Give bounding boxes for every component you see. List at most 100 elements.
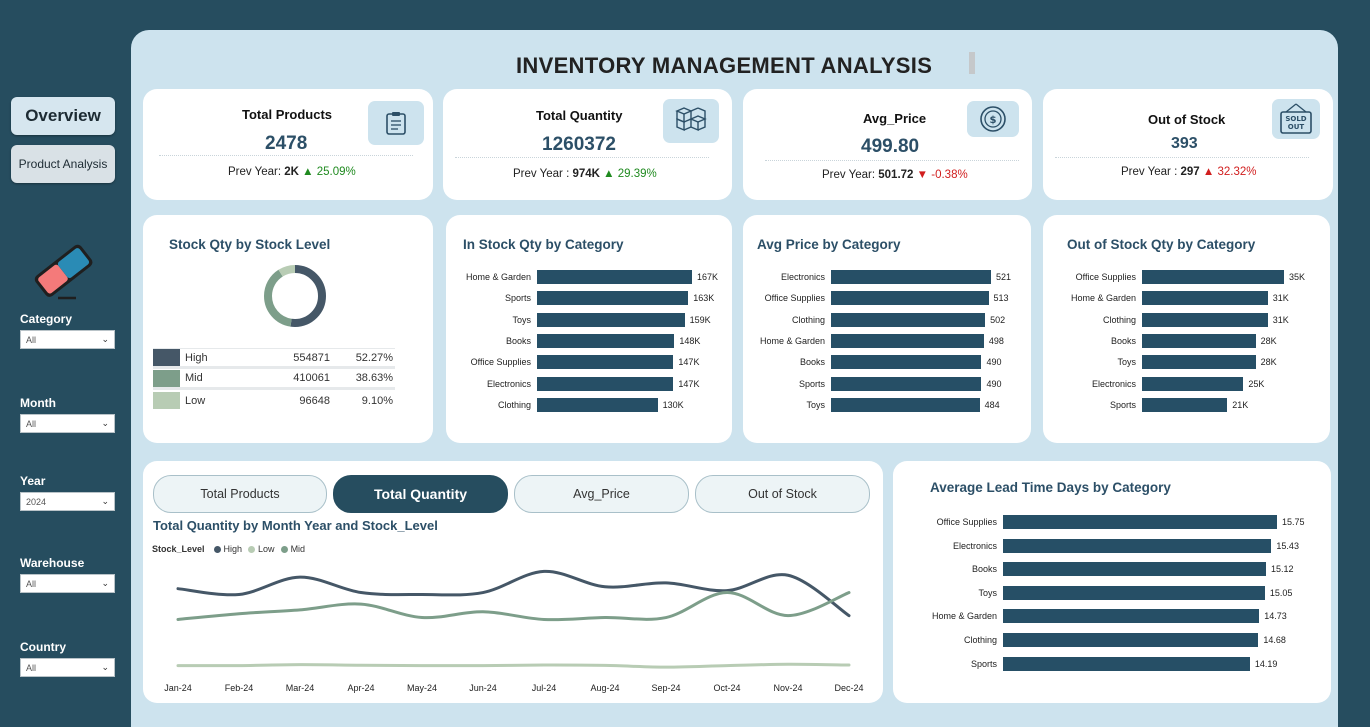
kpi-title: Total Products <box>242 107 333 122</box>
bar[interactable] <box>1003 585 1265 600</box>
tab-total-quantity[interactable]: Total Quantity <box>333 475 508 513</box>
bar-row[interactable]: Electronics 521 <box>743 270 1031 284</box>
kpi-card-out-of-stock[interactable]: Out of Stock 393 Prev Year : 297 ▲ 32.32… <box>1043 89 1333 200</box>
bar[interactable] <box>537 355 674 370</box>
bar-row[interactable]: Electronics 147K <box>446 376 732 391</box>
bar[interactable] <box>1003 656 1250 671</box>
bar[interactable] <box>537 333 675 348</box>
x-tick-label: Apr-24 <box>347 683 375 693</box>
series-line-low[interactable] <box>176 662 851 669</box>
country-dropdown[interactable]: All ⌄ <box>20 658 115 677</box>
bar[interactable] <box>537 270 692 284</box>
mid-swatch <box>153 369 180 387</box>
bar[interactable] <box>831 397 980 412</box>
bar-row[interactable]: Clothing 130K <box>446 397 732 412</box>
bar-row[interactable]: Sports 490 <box>743 376 1031 391</box>
bar-row[interactable]: Clothing 31K <box>1043 312 1330 327</box>
overview-button[interactable]: Overview <box>11 97 115 135</box>
bar-row[interactable]: Books 28K <box>1043 333 1330 348</box>
bar-row[interactable]: Home & Garden 14.73 <box>893 609 1331 624</box>
bar-value-label: 14.19 <box>1254 658 1278 669</box>
bar[interactable] <box>831 270 991 284</box>
bar[interactable] <box>831 312 986 327</box>
month-dropdown[interactable]: All ⌄ <box>20 414 115 433</box>
bar[interactable] <box>1142 270 1284 284</box>
kpi-prev-year: Prev Year : 974K ▲ 29.39% <box>513 168 657 180</box>
bar[interactable] <box>1003 538 1272 553</box>
bar-row[interactable]: Toys 484 <box>743 397 1031 412</box>
bar-row[interactable]: Office Supplies 15.75 <box>893 515 1331 529</box>
bar-row[interactable]: Home & Garden 31K <box>1043 291 1330 306</box>
kpi-card-total-quantity[interactable]: Total Quantity 1260372 Prev Year : 974K … <box>443 89 732 200</box>
bar[interactable] <box>1142 397 1228 412</box>
bar-row[interactable]: Electronics 15.43 <box>893 538 1331 553</box>
warehouse-dropdown[interactable]: All ⌄ <box>20 574 115 593</box>
bar-row[interactable]: Home & Garden 498 <box>743 333 1031 348</box>
bar-value-label: 490 <box>986 357 1002 368</box>
bar-category-label: Clothing <box>497 399 531 410</box>
in-stock-panel: In Stock Qty by Category Home & Garden 16… <box>446 215 732 443</box>
bar-row[interactable]: Sports 14.19 <box>893 656 1331 671</box>
bar-row[interactable]: Toys 15.05 <box>893 585 1331 600</box>
tab-out-of-stock[interactable]: Out of Stock <box>695 475 870 513</box>
bar[interactable] <box>1142 291 1268 306</box>
series-line-high[interactable] <box>176 569 851 618</box>
legend-item[interactable]: Mid <box>290 544 306 554</box>
kpi-card-total-products[interactable]: Total Products 2478 Prev Year: 2K ▲ 25.0… <box>143 89 433 200</box>
sidebar: Overview Product Analysis Category All ⌄ … <box>0 0 128 727</box>
bar-row[interactable]: Electronics 25K <box>1043 376 1330 391</box>
bar-row[interactable]: Office Supplies 35K <box>1043 270 1330 284</box>
series-line-mid[interactable] <box>176 591 851 622</box>
bar-row[interactable]: Books 490 <box>743 355 1031 370</box>
legend-item[interactable]: Low <box>258 544 275 554</box>
bar[interactable] <box>1142 376 1244 391</box>
bar[interactable] <box>831 333 984 348</box>
bar-row[interactable]: Home & Garden 167K <box>446 270 732 284</box>
bar[interactable] <box>1003 633 1259 647</box>
bar[interactable] <box>537 397 658 412</box>
bar-row[interactable]: Clothing 14.68 <box>893 633 1331 647</box>
bar-row[interactable]: Office Supplies 147K <box>446 355 732 370</box>
title-marker <box>969 52 975 74</box>
bar[interactable] <box>537 312 685 327</box>
bar-row[interactable]: Toys 159K <box>446 312 732 327</box>
bar-row[interactable]: Clothing 502 <box>743 312 1031 327</box>
bar[interactable] <box>831 291 989 306</box>
stock-level-table: High 554871 52.27% Mid 410061 38.63% Low… <box>153 348 395 411</box>
table-row[interactable]: High 554871 52.27% <box>153 348 395 369</box>
tab-avg-price[interactable]: Avg_Price <box>514 475 689 513</box>
bar[interactable] <box>1003 562 1267 577</box>
bar-row[interactable]: Books 15.12 <box>893 562 1331 577</box>
bar[interactable] <box>1142 355 1256 370</box>
table-row[interactable]: Mid 410061 38.63% <box>153 369 395 390</box>
donut-slice-low[interactable] <box>264 265 326 327</box>
table-row[interactable]: Low 96648 9.10% <box>153 390 395 411</box>
bar-row[interactable]: Sports 163K <box>446 291 732 306</box>
bar-row[interactable]: Books 148K <box>446 333 732 348</box>
bar[interactable] <box>537 291 689 306</box>
bar-row[interactable]: Sports 21K <box>1043 397 1330 412</box>
bar-row[interactable]: Toys 28K <box>1043 355 1330 370</box>
product-analysis-button[interactable]: Product Analysis <box>11 145 115 183</box>
bar[interactable] <box>831 355 982 370</box>
bar[interactable] <box>1142 312 1268 327</box>
tab-total-products[interactable]: Total Products <box>153 475 327 513</box>
bar[interactable] <box>831 376 982 391</box>
bar[interactable] <box>1142 333 1256 348</box>
kpi-card-avg-price[interactable]: Avg_Price 499.80 Prev Year: 501.72 ▼ -0.… <box>743 89 1032 200</box>
year-dropdown[interactable]: 2024 ⌄ <box>20 492 115 511</box>
donut-slice-mid[interactable] <box>264 265 326 327</box>
out-of-stock-bar-chart: Office Supplies 35K Home & Garden 31K Clothi… <box>1043 215 1330 443</box>
bar[interactable] <box>1003 609 1260 624</box>
bar[interactable] <box>1003 515 1277 529</box>
bar-value-label: 513 <box>993 293 1009 304</box>
bar[interactable] <box>537 376 674 391</box>
clear-filters-eraser-icon[interactable] <box>28 238 98 302</box>
bar-row[interactable]: Office Supplies 513 <box>743 291 1031 306</box>
category-dropdown[interactable]: All ⌄ <box>20 330 115 349</box>
bar-category-label: Electronics <box>1091 378 1136 389</box>
legend-item[interactable]: High <box>223 544 243 554</box>
country-value: All <box>26 662 37 673</box>
x-tick-label: Feb-24 <box>224 683 254 693</box>
bar-value-label: 14.73 <box>1264 611 1287 622</box>
